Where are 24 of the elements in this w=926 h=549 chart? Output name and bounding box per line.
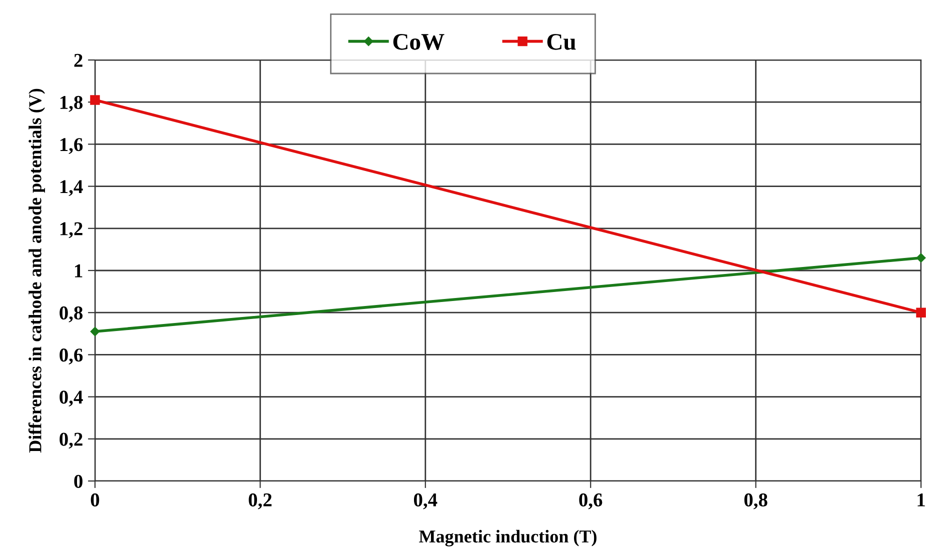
legend-label: Cu — [547, 34, 576, 50]
legend-label: CoW — [393, 34, 444, 50]
y-tick-label: 0,4 — [60, 390, 83, 407]
x-tick-label: 0,4 — [414, 493, 438, 510]
point — [90, 326, 100, 336]
x-tick-label: 0,6 — [579, 493, 602, 510]
y-tick-label: 1,4 — [60, 180, 83, 196]
x-tick-label: 0,8 — [744, 493, 768, 510]
y-axis-title: Differences in cathode and anode potentials (V) — [28, 88, 45, 453]
x-tick-label: 0 — [90, 493, 100, 506]
point — [916, 308, 926, 318]
y-tick-label: 1,6 — [60, 138, 83, 154]
x-axis-title: Magnetic induction (T) — [419, 530, 596, 546]
y-tick-label: 0,2 — [60, 432, 82, 449]
y-tick-label: 0 — [74, 474, 82, 488]
y-tick-label: 0,8 — [60, 306, 83, 322]
y-tick-label: 0,6 — [60, 348, 83, 364]
y-tick-label: 1,2 — [60, 222, 82, 238]
y-tick-label: 2 — [74, 54, 82, 67]
x-tick-label: 0,2 — [248, 493, 272, 510]
x-tick-label: 1 — [918, 493, 925, 506]
point — [916, 253, 926, 262]
y-tick-label: 1,8 — [60, 96, 83, 112]
y-tick-label: 1 — [75, 264, 82, 278]
